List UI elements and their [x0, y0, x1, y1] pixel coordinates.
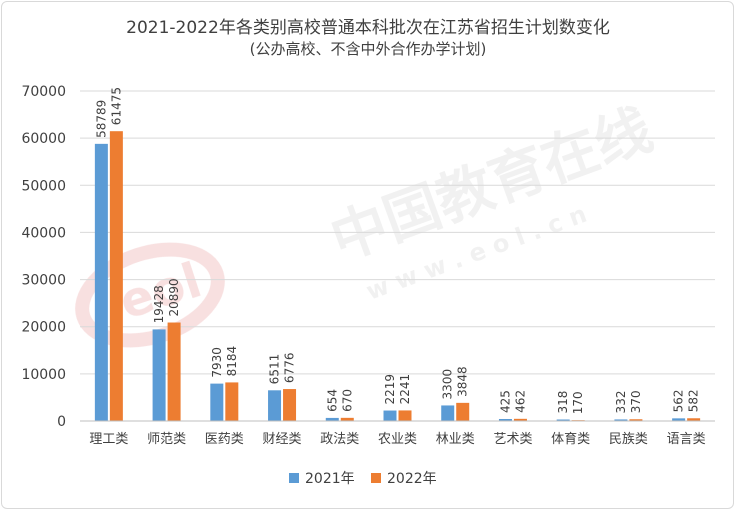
bar-2021 [383, 410, 397, 421]
y-tick-label: 20000 [21, 320, 66, 336]
bar-2022 [629, 419, 643, 421]
x-tick-label: 体育类 [551, 431, 590, 447]
data-label: 654 [325, 389, 339, 412]
chart-title: 2021-2022年各类别高校普通本科批次在江苏省招生计划数变化 [126, 18, 610, 38]
bar-2021 [152, 329, 166, 421]
y-tick-label: 70000 [21, 84, 66, 100]
data-label: 2219 [383, 374, 397, 405]
bar-2021 [672, 418, 686, 421]
x-tick-label: 艺术类 [493, 432, 532, 447]
x-tick-label: 理工类 [89, 432, 128, 447]
data-label: 670 [340, 389, 354, 412]
data-label: 318 [556, 391, 570, 414]
legend: 2021年 2022年 [289, 471, 437, 487]
data-label: 3300 [441, 369, 455, 400]
x-tick-label: 农业类 [378, 432, 417, 447]
y-tick-label: 40000 [21, 225, 66, 241]
bar-2022 [283, 389, 297, 421]
data-label: 8184 [225, 346, 239, 377]
bar-2021 [268, 390, 282, 421]
bar-2021 [94, 143, 108, 421]
y-tick-label: 60000 [21, 131, 66, 147]
bar-2021 [556, 419, 570, 421]
x-tick-label: 师范类 [147, 432, 186, 447]
bar-2021 [614, 419, 628, 421]
bar-2022 [109, 131, 123, 422]
bar-2021 [210, 383, 224, 421]
data-label: 425 [498, 390, 512, 413]
eol-logo: eol [75, 242, 225, 348]
bar-2022 [513, 418, 527, 421]
x-tick-label: 林业类 [436, 432, 475, 447]
data-label: 58789 [94, 100, 108, 138]
data-label: 20890 [167, 278, 181, 316]
bar-2022 [456, 402, 470, 421]
x-tick-label: 财经类 [263, 432, 302, 447]
legend-label-2021: 2021年 [305, 471, 355, 487]
bar-2022 [687, 418, 701, 421]
y-tick-label: 50000 [21, 178, 66, 194]
x-tick-label: 政法类 [320, 432, 359, 447]
y-axis: 0 10000 20000 30000 40000 50000 60000 70000 [21, 84, 66, 430]
data-label: 462 [513, 390, 527, 413]
bar-2022 [167, 322, 181, 421]
bar-2022 [340, 417, 354, 421]
data-label: 562 [672, 389, 686, 412]
bar-2022 [225, 382, 239, 421]
data-labels: 58789 61475 19428 20890 7930 8184 6511 6776 654 6… [94, 87, 700, 414]
data-label: 6776 [283, 353, 297, 384]
bar-2021 [441, 405, 455, 421]
y-tick-label: 0 [57, 414, 66, 430]
y-tick-label: 30000 [21, 273, 66, 289]
data-label: 332 [614, 391, 628, 414]
bar-2022 [398, 410, 412, 421]
data-label: 370 [629, 390, 643, 413]
bar-2021 [498, 418, 512, 421]
data-label: 61475 [109, 87, 123, 125]
bars [94, 131, 701, 422]
bar-2021 [325, 417, 339, 421]
data-label: 582 [687, 389, 701, 412]
legend-label-2022: 2022年 [387, 471, 437, 487]
x-tick-label: 医药类 [205, 432, 244, 447]
data-label: 3848 [456, 366, 470, 397]
x-tick-label: 民族类 [609, 431, 648, 447]
data-label: 7930 [210, 347, 224, 378]
x-tick-label: 语言类 [667, 432, 706, 447]
gridlines [80, 90, 715, 375]
x-axis: 理工类 师范类 医药类 财经类 政法类 农业类 林业类 艺术类 体育类 民族类 语言类 [80, 420, 715, 447]
data-label: 19428 [152, 285, 166, 323]
data-label: 6511 [268, 354, 282, 385]
chart-subtitle: (公办高校、不含中外合作办学计划) [250, 40, 487, 58]
data-label: 2241 [398, 374, 412, 405]
legend-swatch-2022 [371, 473, 381, 483]
legend-swatch-2021 [289, 473, 299, 483]
data-label: 170 [571, 391, 585, 414]
y-tick-label: 10000 [21, 367, 66, 383]
